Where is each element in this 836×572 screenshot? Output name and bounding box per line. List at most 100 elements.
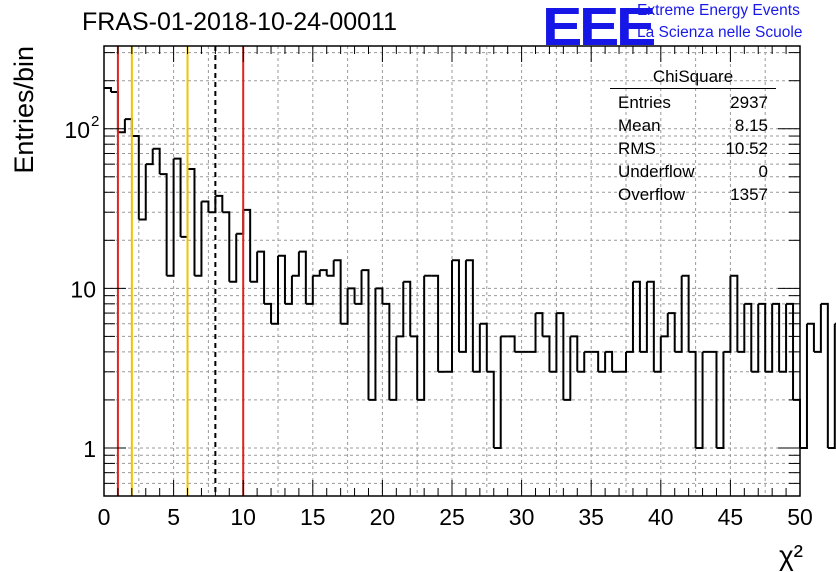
histogram-bin bbox=[472, 323, 481, 373]
histogram-bin bbox=[403, 280, 412, 337]
histogram-bin bbox=[319, 269, 328, 276]
histogram-bin bbox=[723, 275, 732, 353]
histogram-bin bbox=[695, 351, 704, 449]
histogram-bin bbox=[208, 195, 217, 214]
histogram-bin bbox=[486, 370, 495, 448]
x-tick-label: 15 bbox=[300, 504, 326, 530]
histogram-bin bbox=[605, 350, 614, 372]
histogram-bin bbox=[626, 281, 634, 353]
histogram-bin bbox=[173, 157, 182, 237]
histogram-bin bbox=[528, 313, 537, 353]
histogram-bin bbox=[563, 336, 572, 401]
histogram-bin bbox=[291, 251, 300, 277]
histogram-bin bbox=[180, 168, 189, 238]
histogram-bin bbox=[187, 167, 196, 276]
y-tick-label: 10 bbox=[70, 276, 96, 302]
histogram-bin bbox=[549, 313, 558, 373]
histogram-bin bbox=[152, 147, 161, 175]
histogram-bin bbox=[598, 351, 607, 373]
stats-row-entries: Entries 2937 bbox=[610, 91, 776, 114]
histogram-bin bbox=[556, 312, 565, 400]
histogram-bin bbox=[688, 350, 697, 448]
x-tick-label: 40 bbox=[648, 504, 674, 530]
x-tick-label: 0 bbox=[98, 504, 111, 530]
stats-row-overflow: Overflow 1357 bbox=[610, 183, 776, 206]
histogram-bin bbox=[820, 302, 829, 448]
eee-logo: EEE bbox=[542, 0, 656, 57]
histogram-bin bbox=[166, 158, 175, 277]
stats-value: 2937 bbox=[730, 93, 768, 112]
histogram-bin bbox=[368, 288, 377, 401]
histogram-bin bbox=[117, 119, 126, 134]
histogram-bin bbox=[382, 302, 391, 400]
histogram-bin bbox=[800, 323, 808, 449]
histogram-bin bbox=[716, 351, 725, 449]
stats-label: Underflow bbox=[618, 162, 695, 181]
histogram-bins bbox=[104, 87, 836, 449]
histogram-bin bbox=[375, 287, 384, 304]
histogram-bin bbox=[110, 90, 119, 133]
stats-label: Overflow bbox=[618, 185, 686, 204]
x-tick-label: 25 bbox=[439, 504, 465, 530]
histogram-bin bbox=[452, 259, 460, 352]
histogram-bin bbox=[577, 351, 586, 373]
histogram-bin bbox=[222, 211, 231, 282]
histogram-bin bbox=[445, 260, 453, 373]
histogram-bin bbox=[264, 302, 273, 324]
stats-box-divider bbox=[610, 88, 776, 89]
x-tick-label: 45 bbox=[718, 504, 744, 530]
x-axis-label: χ² bbox=[779, 540, 803, 571]
histogram-bin bbox=[758, 302, 767, 372]
histogram-bin bbox=[104, 87, 112, 92]
histogram-bin bbox=[396, 281, 405, 338]
histogram-bin bbox=[326, 260, 335, 277]
stats-row-underflow: Underflow 0 bbox=[610, 160, 776, 183]
histogram-bin bbox=[493, 336, 502, 449]
stats-row-rms: RMS 10.52 bbox=[610, 137, 776, 160]
histogram-bin bbox=[458, 260, 467, 353]
histogram-bin bbox=[431, 274, 440, 372]
stats-value: 10.52 bbox=[725, 139, 768, 158]
histogram-bin bbox=[159, 173, 168, 276]
stats-box-title: ChiSquare bbox=[652, 67, 734, 86]
stats-label: Mean bbox=[618, 116, 661, 135]
stats-row-mean: Mean 8.15 bbox=[610, 114, 776, 137]
histogram-bin bbox=[389, 336, 398, 401]
histogram-bin bbox=[674, 275, 683, 353]
stats-value: 0 bbox=[758, 162, 768, 181]
histogram-bin bbox=[340, 288, 349, 325]
histogram-bin bbox=[479, 322, 488, 372]
x-tick-label: 35 bbox=[578, 504, 604, 530]
histogram-bin bbox=[667, 312, 676, 352]
histogram-bin bbox=[201, 200, 210, 213]
histogram-bin bbox=[243, 208, 252, 282]
histogram-bin bbox=[507, 335, 516, 352]
histogram-bin bbox=[793, 398, 801, 448]
x-tick-label: 30 bbox=[509, 504, 535, 530]
grid-lines bbox=[104, 46, 800, 496]
histogram-bin bbox=[312, 270, 321, 277]
histogram-bin bbox=[737, 303, 746, 353]
histogram-bin bbox=[806, 322, 815, 352]
histogram-bin bbox=[347, 287, 356, 304]
histogram-bin bbox=[765, 303, 774, 373]
histogram-bin bbox=[535, 312, 544, 337]
histogram-bin bbox=[305, 275, 314, 305]
histogram-bin bbox=[194, 201, 203, 277]
histogram-bin bbox=[361, 269, 370, 400]
x-axis-ticks: 0 5 10 15 20 25 30 35 40 45 50 bbox=[98, 46, 813, 530]
histogram-bin bbox=[278, 254, 286, 304]
histogram-bin bbox=[284, 275, 293, 305]
x-tick-label: 20 bbox=[370, 504, 396, 530]
histogram-bin bbox=[542, 335, 551, 372]
histogram-bin bbox=[681, 274, 690, 352]
histogram-bin bbox=[709, 350, 718, 448]
histogram-bin bbox=[646, 280, 655, 372]
histogram-bin bbox=[591, 350, 600, 372]
x-tick-label: 50 bbox=[787, 504, 813, 530]
y-axis-label: Entries/bin bbox=[9, 46, 39, 174]
histogram-bin bbox=[229, 233, 238, 283]
stats-box: ChiSquare Entries 2937 Mean 8.15 RMS 10.… bbox=[610, 66, 776, 206]
